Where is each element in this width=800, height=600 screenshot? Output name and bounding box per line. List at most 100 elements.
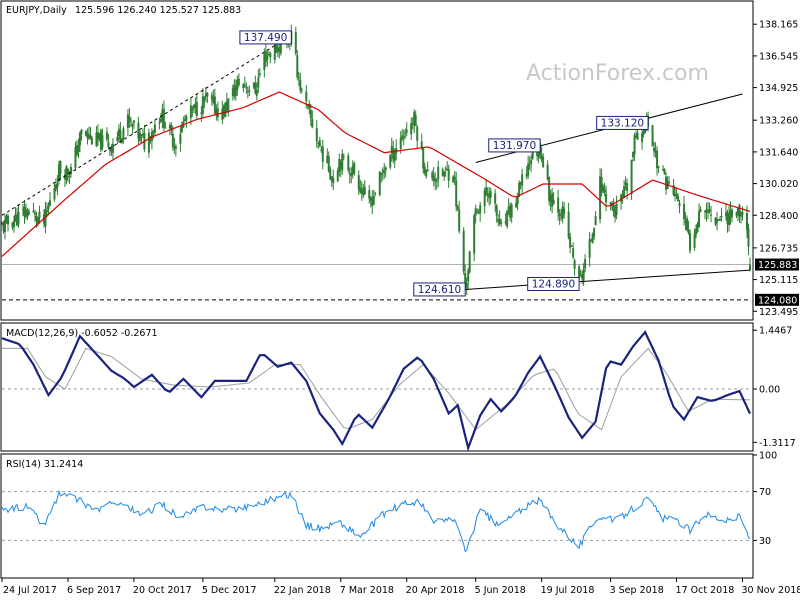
moving-average-line [1, 91, 751, 257]
candle-body [705, 209, 708, 213]
candle-body [725, 212, 728, 217]
candle-body [609, 202, 612, 205]
candle-body [495, 205, 498, 216]
candle-body [200, 112, 203, 114]
candle-body [528, 164, 531, 166]
candle-body [101, 135, 104, 148]
candle-body [662, 169, 665, 171]
price-label-137.490: 137.490 [244, 32, 287, 44]
candle-body [426, 169, 429, 172]
candle-body [300, 89, 303, 91]
candle-body [68, 176, 71, 178]
candle-body [216, 108, 219, 118]
candle-body [21, 209, 24, 211]
candle-body [341, 153, 344, 171]
candle-body [359, 187, 362, 193]
candle-body [578, 266, 581, 279]
candle-body [380, 172, 383, 176]
candle-body [476, 211, 479, 213]
candle-body [236, 79, 239, 91]
time-axis: 24 Jul 2017 6 Sep 2017 20 Oct 2017 5 Dec 20… [1, 578, 800, 596]
candle-body [24, 209, 27, 217]
macd-tick-label: 1.4467 [759, 326, 792, 337]
candle-body [485, 187, 488, 195]
candle-body [117, 128, 120, 137]
candle-body [521, 174, 524, 186]
price-label-box [239, 30, 292, 45]
candle-body [444, 168, 447, 170]
candle-body [225, 101, 228, 110]
candle-body [32, 210, 35, 213]
candle-body [579, 275, 582, 277]
candle-body [231, 88, 234, 97]
candle-body [584, 258, 587, 269]
time-tick-label: 5 Dec 2017 [202, 585, 257, 596]
candle-body [27, 212, 30, 214]
candle-body [371, 198, 374, 207]
candle-body [255, 90, 258, 96]
candle-body [129, 121, 132, 123]
candle-body [635, 136, 638, 138]
macd-layer: 1.4467 0.00 -1.3117 [1, 326, 796, 452]
candle-body [393, 152, 396, 161]
price-level-label: 124.080 [758, 295, 797, 306]
candle-body [486, 194, 489, 196]
candle-body [14, 214, 17, 222]
moving-average-layer [1, 91, 751, 257]
candle-body [507, 206, 510, 213]
candle-body [402, 135, 405, 139]
candle-body [458, 209, 461, 232]
candle-body [245, 87, 248, 89]
price-label-box [596, 115, 649, 130]
candle-body [516, 195, 519, 204]
candle-body [594, 215, 597, 226]
candle-body [164, 127, 167, 129]
candle-body [353, 163, 356, 174]
candle-body [74, 147, 77, 168]
candle-body [536, 150, 539, 156]
candle-body [498, 219, 501, 224]
candle-body [453, 176, 456, 181]
price-label-box [527, 276, 580, 291]
price-label-box [488, 138, 541, 153]
candle-body [80, 129, 83, 135]
time-tick-label: 3 Sep 2018 [610, 585, 664, 596]
candle-body [452, 176, 455, 183]
candle-body [399, 137, 402, 149]
candle-body [119, 130, 122, 140]
candle-body [264, 51, 267, 62]
price-label-box [413, 282, 466, 297]
candle-body [89, 134, 92, 138]
candle-body [297, 77, 300, 79]
candle-body [105, 132, 108, 140]
candle-body [527, 163, 530, 176]
candle-body [338, 159, 341, 172]
candle-body [546, 164, 549, 180]
candle-body [15, 215, 18, 226]
candle-body [401, 135, 404, 139]
candle-body [116, 137, 119, 141]
candle-body [168, 125, 171, 129]
price-tick-label: 131.640 [759, 147, 798, 158]
rsi-tick-label: 70 [759, 487, 771, 498]
candle-body [246, 90, 249, 92]
candle-body [122, 128, 125, 140]
candle-body [456, 206, 459, 210]
candle-body [23, 206, 26, 217]
candle-body [65, 166, 68, 181]
candle-body [749, 264, 751, 271]
candle-body [201, 96, 204, 114]
candle-body [707, 210, 710, 213]
price-label-133.120: 133.120 [601, 117, 644, 129]
macd-tick-label: 0.00 [759, 385, 780, 396]
time-tick-label: 24 Jul 2017 [3, 585, 57, 596]
candle-body [192, 105, 195, 108]
candle-body [614, 209, 617, 218]
candle-body [53, 188, 56, 200]
candle-body [525, 173, 528, 177]
candle-body [309, 109, 312, 119]
candle-body [212, 97, 215, 103]
candle-body [677, 196, 680, 202]
candle-body [621, 194, 624, 197]
